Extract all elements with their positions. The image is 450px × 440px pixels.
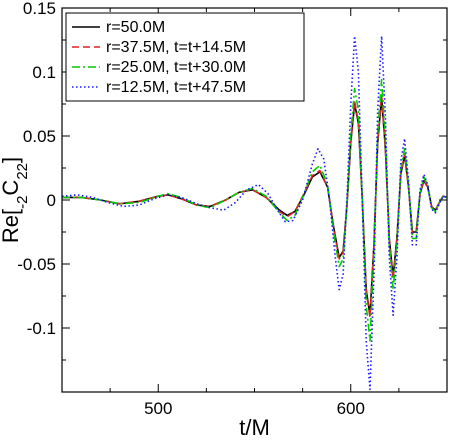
y-label-open: Re[: [0, 209, 23, 243]
y-label-postsub: 22: [14, 163, 31, 180]
legend: r=50.0M r=37.5M, t=t+14.5M r=25.0M, t=t+30…: [65, 12, 305, 102]
x-tick-label: 600: [337, 399, 365, 418]
y-label-letter: C: [0, 180, 23, 196]
y-tick-label: 0: [47, 191, 56, 210]
series-line-3: [62, 78, 447, 342]
legend-label-1: r=50.0M: [106, 19, 165, 36]
y-label-close: ]: [0, 157, 23, 163]
ticks-layer: 500 600 0.15 0.1 0.05 0 -0.05 -0.1: [17, 0, 448, 418]
y-tick-label: 0.1: [32, 63, 56, 82]
x-axis-label: t/M: [239, 415, 270, 440]
x-tick-label: 500: [144, 399, 172, 418]
legend-label-2: r=37.5M, t=t+14.5M: [106, 39, 246, 56]
y-tick-label: 0.05: [23, 127, 56, 146]
legend-label-4: r=12.5M, t=t+47.5M: [106, 79, 246, 96]
series-line-2: [62, 94, 447, 319]
y-label-presub: -2: [14, 196, 31, 209]
series-line-4: [62, 35, 447, 391]
y-tick-label: -0.1: [27, 319, 56, 338]
series-layer: [62, 35, 447, 391]
legend-label-3: r=25.0M, t=t+30.0M: [106, 59, 246, 76]
series-line-1: [62, 96, 447, 316]
legend-box: [65, 12, 305, 102]
y-tick-label: 0.15: [23, 0, 56, 18]
y-tick-label: -0.05: [17, 255, 56, 274]
y-axis-label: Re[-2C22]: [0, 157, 31, 243]
